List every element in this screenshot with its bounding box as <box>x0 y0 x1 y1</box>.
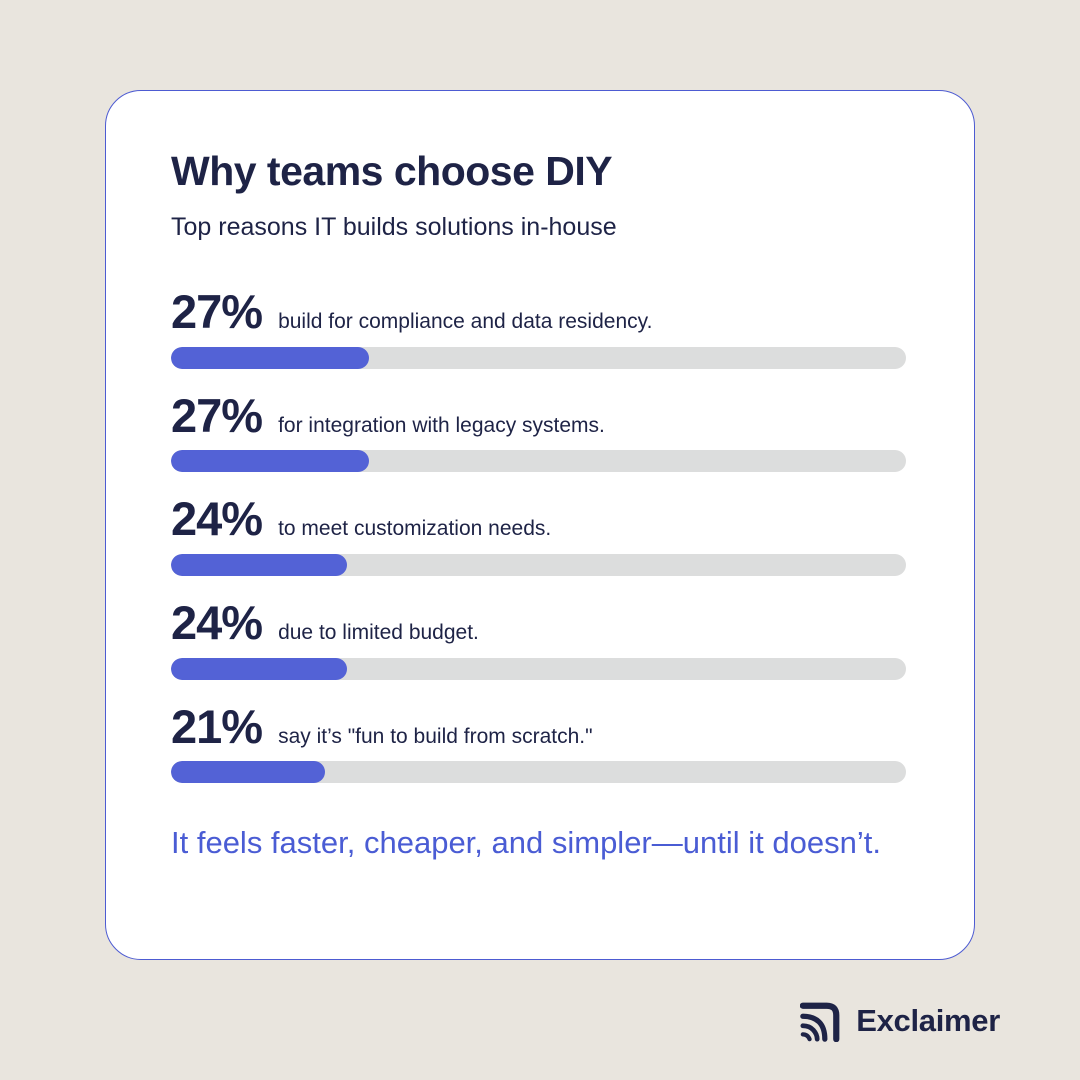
stats-card: Why teams choose DIY Top reasons IT buil… <box>105 90 975 960</box>
bar-track <box>171 554 906 577</box>
row-label: say it’s "fun to build from scratch." <box>278 724 593 748</box>
bar-track <box>171 657 906 680</box>
row-label: to meet customization needs. <box>278 517 552 541</box>
row-label: due to limited budget. <box>278 621 479 645</box>
row-label: build for compliance and data residency. <box>278 310 653 333</box>
bar-track <box>171 761 906 784</box>
row-label: for integration with legacy systems. <box>278 413 605 437</box>
bar-fill <box>171 346 370 369</box>
stat-row: 21% say it’s "fun to build from scratch.… <box>171 701 906 784</box>
bars-list: 27% build for compliance and data reside… <box>171 286 906 784</box>
stat-row: 24% due to limited budget. <box>171 597 906 680</box>
stat-caption: 24% to meet customization needs. <box>171 493 904 545</box>
stat-caption: 27% for integration with legacy systems. <box>171 388 904 442</box>
stat-caption: 27% build for compliance and data reside… <box>171 286 904 338</box>
bar-fill <box>171 761 326 784</box>
page-subtitle: Top reasons IT builds solutions in-house <box>171 213 617 241</box>
stat-row: 24% to meet customization needs. <box>171 493 906 577</box>
stat-row: 27% for integration with legacy systems. <box>171 388 906 473</box>
brand-wordmark: Exclaimer <box>856 1003 1000 1038</box>
row-percent: 21% <box>171 699 263 753</box>
row-percent: 24% <box>171 596 263 650</box>
row-percent: 24% <box>171 492 263 546</box>
page-title: Why teams choose DIY <box>171 148 613 194</box>
brand-logo: Exclaimer <box>800 1000 1000 1042</box>
row-percent: 27% <box>171 388 263 442</box>
bar-fill <box>171 657 348 680</box>
bar-track <box>171 450 906 473</box>
bar-fill <box>171 450 370 473</box>
bar-fill <box>171 554 348 577</box>
exclaimer-logo-icon <box>800 1002 840 1042</box>
stat-caption: 21% say it’s "fun to build from scratch.… <box>171 701 904 753</box>
bar-track <box>171 346 906 369</box>
row-percent: 27% <box>171 285 263 338</box>
stat-caption: 24% due to limited budget. <box>171 597 904 649</box>
takeaway-text: It feels faster, cheaper, and simpler—un… <box>171 825 881 861</box>
stat-row: 27% build for compliance and data reside… <box>171 286 906 369</box>
